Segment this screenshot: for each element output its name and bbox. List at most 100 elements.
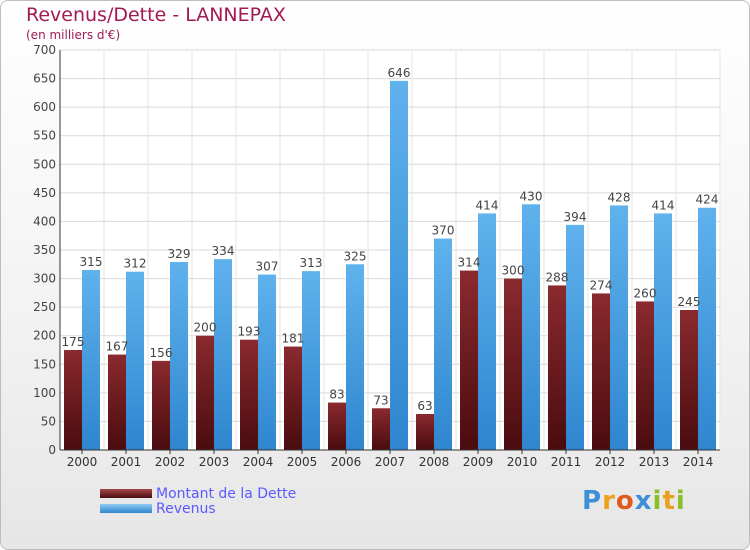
- bar-revenus: [434, 238, 452, 450]
- y-tick-label: 550: [33, 129, 56, 143]
- bar-dette: [636, 301, 654, 450]
- bar-dette: [592, 293, 610, 450]
- x-tick-label: 2002: [155, 455, 186, 469]
- x-tick-label: 2003: [199, 455, 230, 469]
- data-label-dette: 83: [329, 388, 344, 402]
- data-label-revenus: 414: [652, 198, 675, 212]
- bar-dette: [240, 339, 258, 450]
- bar-revenus: [126, 271, 144, 450]
- bar-revenus: [478, 213, 496, 450]
- legend-item-dette: Montant de la Dette: [100, 485, 297, 502]
- bar-dette: [152, 360, 170, 450]
- data-label-revenus: 414: [476, 198, 499, 212]
- data-label-dette: 175: [62, 335, 85, 349]
- y-tick-label: 700: [33, 43, 56, 57]
- x-tick-label: 2004: [243, 455, 274, 469]
- data-label-dette: 73: [373, 393, 388, 407]
- legend: Montant de la Dette Revenus: [100, 485, 297, 517]
- bar-revenus: [346, 264, 364, 450]
- x-tick-label: 2009: [463, 455, 494, 469]
- data-label-revenus: 424: [696, 193, 719, 207]
- legend-swatch-revenus: [100, 504, 152, 513]
- data-label-revenus: 430: [520, 189, 543, 203]
- data-label-revenus: 646: [388, 66, 411, 80]
- y-tick-label: 400: [33, 214, 56, 228]
- proxiti-logo: Proxiti: [582, 486, 686, 516]
- data-label-revenus: 315: [80, 255, 103, 269]
- data-label-dette: 193: [238, 325, 261, 339]
- y-tick-label: 600: [33, 100, 56, 114]
- bar-revenus: [566, 224, 584, 450]
- x-tick-label: 2008: [419, 455, 450, 469]
- legend-label-dette: Montant de la Dette: [156, 485, 297, 502]
- y-tick-label: 100: [33, 386, 56, 400]
- bar-dette: [284, 346, 302, 450]
- data-label-dette: 63: [417, 399, 432, 413]
- y-tick-label: 0: [48, 443, 56, 457]
- data-label-revenus: 329: [168, 247, 191, 261]
- bar-revenus: [258, 274, 276, 450]
- x-tick-label: 2001: [111, 455, 142, 469]
- legend-item-revenus: Revenus: [100, 500, 296, 517]
- data-label-revenus: 370: [432, 224, 455, 238]
- data-label-revenus: 394: [564, 210, 587, 224]
- bar-dette: [108, 354, 126, 450]
- data-label-dette: 156: [150, 346, 173, 360]
- bar-dette: [460, 270, 478, 450]
- y-tick-label: 450: [33, 186, 56, 200]
- x-tick-label: 2010: [507, 455, 538, 469]
- bar-revenus: [522, 204, 540, 450]
- x-tick-label: 2007: [375, 455, 406, 469]
- x-tick-label: 2012: [595, 455, 626, 469]
- y-tick-label: 500: [33, 157, 56, 171]
- data-label-dette: 300: [502, 264, 525, 278]
- bar-dette: [372, 408, 390, 450]
- data-label-revenus: 313: [300, 256, 323, 270]
- legend-swatch-dette: [100, 489, 152, 498]
- bar-revenus: [698, 207, 716, 450]
- bar-revenus: [170, 262, 188, 450]
- bar-dette: [64, 350, 82, 450]
- bar-revenus: [302, 271, 320, 450]
- bar-dette: [548, 285, 566, 450]
- data-label-dette: 314: [458, 256, 481, 270]
- data-label-revenus: 334: [212, 244, 235, 258]
- y-tick-label: 350: [33, 243, 56, 257]
- bar-revenus: [610, 205, 628, 450]
- bar-revenus: [82, 270, 100, 450]
- bar-revenus: [214, 259, 232, 450]
- bar-dette: [504, 278, 522, 450]
- data-label-dette: 200: [194, 321, 217, 335]
- bar-revenus: [654, 213, 672, 450]
- y-tick-label: 300: [33, 272, 56, 286]
- x-tick-label: 2011: [551, 455, 582, 469]
- y-tick-label: 200: [33, 329, 56, 343]
- data-label-dette: 245: [678, 295, 701, 309]
- bar-dette: [196, 335, 214, 450]
- data-label-dette: 288: [546, 270, 569, 284]
- x-tick-label: 2000: [67, 455, 98, 469]
- x-tick-label: 2005: [287, 455, 318, 469]
- chart-title: Revenus/Dette - LANNEPAX: [26, 4, 286, 26]
- x-tick-label: 2014: [683, 455, 714, 469]
- data-label-dette: 167: [106, 340, 129, 354]
- bar-revenus: [390, 80, 408, 450]
- data-label-revenus: 312: [124, 257, 147, 271]
- y-tick-label: 150: [33, 357, 56, 371]
- data-label-dette: 181: [282, 332, 305, 346]
- x-tick-label: 2013: [639, 455, 670, 469]
- y-tick-label: 650: [33, 72, 56, 86]
- data-label-revenus: 428: [608, 190, 631, 204]
- y-tick-label: 50: [41, 414, 56, 428]
- bar-dette: [416, 414, 434, 450]
- legend-label-revenus: Revenus: [156, 500, 216, 517]
- data-label-revenus: 325: [344, 249, 367, 263]
- bar-dette: [328, 402, 346, 450]
- data-label-dette: 274: [590, 278, 613, 292]
- data-label-dette: 260: [634, 286, 657, 300]
- x-tick-label: 2006: [331, 455, 362, 469]
- data-label-revenus: 307: [256, 260, 279, 274]
- y-tick-label: 250: [33, 300, 56, 314]
- chart-subtitle: (en milliers d'€): [26, 28, 121, 42]
